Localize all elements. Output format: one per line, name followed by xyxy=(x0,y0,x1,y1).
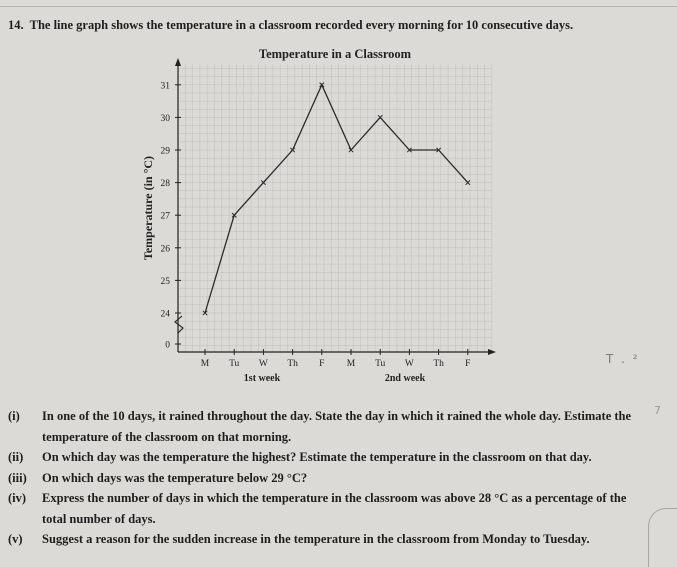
y-tick-label: 0 xyxy=(165,341,170,351)
part-text: In one of the 10 days, it rained through… xyxy=(42,409,632,444)
data-point xyxy=(202,310,208,316)
question-text: The line graph shows the temperature in … xyxy=(29,18,574,32)
series-line xyxy=(204,83,469,314)
week-label-1: 1st week xyxy=(244,373,281,384)
data-point xyxy=(290,147,296,153)
part-v: (v) Suggest a reason for the sudden incr… xyxy=(8,529,648,550)
part-label: (iv) xyxy=(8,491,27,505)
y-tick-label: 26 xyxy=(161,244,171,254)
x-tick-label: Th xyxy=(433,359,444,369)
x-tick-label: Th xyxy=(287,359,298,369)
y-axis-arrowhead xyxy=(175,58,181,66)
data-point xyxy=(465,180,471,186)
y-tick-label: 28 xyxy=(161,179,171,189)
part-iv: (iv) Express the number of days in which… xyxy=(8,488,648,529)
part-i: (i) In one of the 10 days, it rained thr… xyxy=(8,406,648,447)
question-number: 14. xyxy=(8,18,24,32)
x-tick-label: F xyxy=(319,359,324,369)
part-label: (i) xyxy=(8,409,20,423)
part-label: (v) xyxy=(8,532,23,546)
data-point xyxy=(260,180,266,186)
part-text: On which days was the temperature below … xyxy=(42,470,308,485)
x-tick-label: M xyxy=(201,359,210,369)
margin-bracket xyxy=(648,508,677,567)
data-point xyxy=(406,147,412,153)
part-ii: (ii) On which day was the temperature th… xyxy=(8,447,648,468)
question-header: 14. The line graph shows the temperature … xyxy=(8,18,573,33)
y-tick-label: 30 xyxy=(161,114,171,124)
y-tick-label: 27 xyxy=(161,212,171,222)
x-tick-label: M xyxy=(347,359,356,369)
x-tick-label: W xyxy=(259,359,268,369)
x-tick-label: Tu xyxy=(375,359,385,369)
x-tick-label: W xyxy=(405,359,414,369)
week-label-2: 2nd week xyxy=(385,373,426,384)
part-text: Suggest a reason for the sudden increase… xyxy=(42,532,590,546)
data-point xyxy=(319,82,325,88)
part-label: (ii) xyxy=(8,450,24,464)
pencil-margin-mark: 7 xyxy=(654,404,661,417)
x-tick-label: Tu xyxy=(229,359,239,369)
data-point xyxy=(231,212,237,218)
y-tick-label: 25 xyxy=(161,277,171,287)
data-point xyxy=(436,147,442,153)
y-tick-label: 29 xyxy=(161,147,171,157)
part-text: On which day was the temperature the hig… xyxy=(42,450,592,464)
axis-break-mark xyxy=(174,315,184,334)
part-label: (iii) xyxy=(8,470,27,485)
question-parts: (i) In one of the 10 days, it rained thr… xyxy=(8,406,648,550)
chart-title: Temperature in a Classroom xyxy=(259,47,412,61)
x-tick-label: F xyxy=(465,359,470,369)
part-text: Express the number of days in which the … xyxy=(42,491,627,526)
y-axis-label: Temperature (in °C) xyxy=(141,156,155,260)
x-axis-arrowhead xyxy=(488,349,496,355)
pencil-margin-note: T . ² xyxy=(606,352,640,366)
top-rule xyxy=(0,6,677,7)
temperature-line-chart: Temperature in a Classroom Temperature (i… xyxy=(141,47,496,384)
data-point xyxy=(348,147,354,153)
part-iii: (iii) On which days was the temperature … xyxy=(8,468,648,489)
y-tick-label: 24 xyxy=(161,310,171,320)
data-point xyxy=(377,114,383,120)
y-tick-label: 31 xyxy=(161,81,171,91)
